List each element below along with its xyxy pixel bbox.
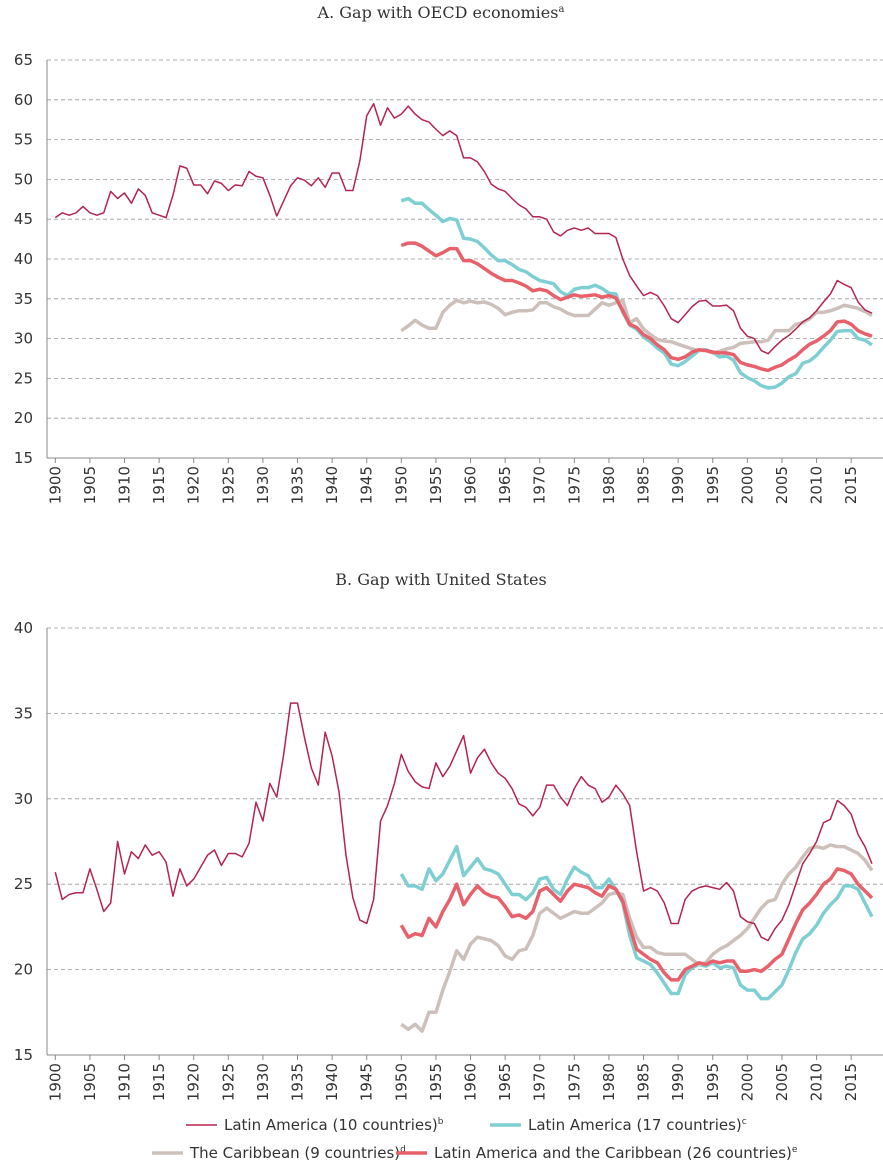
y-tick-label: 45: [14, 210, 33, 228]
x-tick-label: 1965: [496, 1063, 514, 1101]
x-tick-label: 1990: [669, 1063, 687, 1101]
x-tick-label: 1985: [635, 1063, 653, 1101]
x-tick-label: 1945: [358, 1063, 376, 1101]
y-tick-label: 35: [14, 290, 33, 308]
x-tick-label: 1975: [565, 466, 583, 504]
legend-entry: Latin America (17 countries)c: [528, 1116, 747, 1134]
series-line: [400, 843, 874, 1033]
legend-note: b: [438, 1117, 444, 1127]
x-tick-label: 2005: [773, 466, 791, 504]
x-tick-label: 1965: [496, 466, 514, 504]
x-tick-label: 1930: [254, 1063, 272, 1101]
x-tick-label: 1915: [150, 1063, 168, 1101]
y-tick-label: 55: [14, 131, 33, 149]
x-tick-label: 1970: [531, 1063, 549, 1101]
y-tick-label: 40: [14, 250, 33, 268]
legend-note: e: [792, 1145, 798, 1155]
x-tick-label: 2005: [773, 1063, 791, 1101]
title-text: B. Gap with United States: [335, 570, 546, 589]
legend-note: c: [742, 1117, 747, 1127]
x-tick-label: 1975: [565, 1063, 583, 1101]
y-tick-label: 60: [14, 91, 33, 109]
y-tick-label: 20: [14, 961, 33, 979]
x-tick-label: 1915: [150, 466, 168, 504]
title-text: A. Gap with OECD economies: [317, 3, 559, 22]
y-tick-label: 15: [14, 1046, 33, 1064]
y-tick-label: 40: [14, 619, 33, 637]
x-tick-label: 1960: [462, 1063, 480, 1101]
y-tick-label: 65: [14, 51, 33, 69]
x-tick-label: 2010: [808, 1063, 826, 1101]
x-tick-label: 1900: [46, 1063, 64, 1101]
y-tick-label: 25: [14, 875, 33, 893]
x-tick-label: 1960: [462, 466, 480, 504]
x-tick-label: 1920: [185, 466, 203, 504]
series-line: [400, 196, 873, 390]
legend-entry: The Caribbean (9 countries)d: [189, 1144, 406, 1162]
title-note: a: [558, 4, 564, 15]
legend-entry: Latin America and the Caribbean (26 coun…: [434, 1144, 798, 1162]
x-tick-label: 1910: [116, 466, 134, 504]
x-tick-label: 1955: [427, 466, 445, 504]
x-tick-label: 1910: [116, 1063, 134, 1101]
legend-label: Latin America and the Caribbean (26 coun…: [434, 1144, 792, 1162]
y-tick-label: 30: [14, 330, 33, 348]
x-tick-label: 1900: [46, 466, 64, 504]
legend-entry: Latin America (10 countries)b: [224, 1116, 444, 1134]
x-tick-label: 2000: [738, 466, 756, 504]
x-tick-label: 1905: [81, 466, 99, 504]
x-tick-label: 1925: [219, 1063, 237, 1101]
chart-title: A. Gap with OECD economiesa: [317, 3, 565, 22]
x-tick-label: 2000: [738, 1063, 756, 1101]
x-tick-label: 1935: [289, 1063, 307, 1101]
x-tick-label: 1980: [600, 466, 618, 504]
y-tick-label: 25: [14, 369, 33, 387]
x-tick-label: 1925: [219, 466, 237, 504]
y-tick-label: 15: [14, 449, 33, 467]
x-tick-label: 1950: [392, 466, 410, 504]
x-tick-label: 2015: [842, 1063, 860, 1101]
x-tick-label: 1995: [704, 1063, 722, 1101]
y-tick-label: 30: [14, 790, 33, 808]
series-line: [399, 844, 874, 1001]
y-tick-label: 20: [14, 409, 33, 427]
x-tick-label: 1985: [635, 466, 653, 504]
x-tick-label: 1920: [185, 1063, 203, 1101]
x-tick-label: 1905: [81, 1063, 99, 1101]
legend-label: The Caribbean (9 countries): [189, 1144, 400, 1162]
x-tick-label: 1940: [323, 466, 341, 504]
series-line: [54, 702, 873, 942]
x-tick-label: 1995: [704, 466, 722, 504]
x-tick-label: 1940: [323, 1063, 341, 1101]
y-tick-label: 35: [14, 704, 33, 722]
x-tick-label: 2015: [842, 466, 860, 504]
x-tick-label: 1955: [427, 1063, 445, 1101]
x-tick-label: 1935: [289, 466, 307, 504]
series-line: [54, 103, 873, 355]
series-line: [400, 298, 873, 355]
y-tick-label: 50: [14, 170, 33, 188]
chart-title: B. Gap with United States: [335, 570, 546, 589]
series-line: [399, 867, 874, 982]
x-tick-label: 1970: [531, 466, 549, 504]
x-tick-label: 1930: [254, 466, 272, 504]
series-line: [400, 241, 873, 373]
x-tick-label: 1990: [669, 466, 687, 504]
x-tick-label: 1980: [600, 1063, 618, 1101]
x-tick-label: 1945: [358, 466, 376, 504]
x-tick-label: 1950: [392, 1063, 410, 1101]
legend-label: Latin America (17 countries): [528, 1116, 742, 1134]
x-tick-label: 2010: [808, 466, 826, 504]
legend-label: Latin America (10 countries): [224, 1116, 438, 1134]
legend-note: d: [400, 1145, 406, 1155]
